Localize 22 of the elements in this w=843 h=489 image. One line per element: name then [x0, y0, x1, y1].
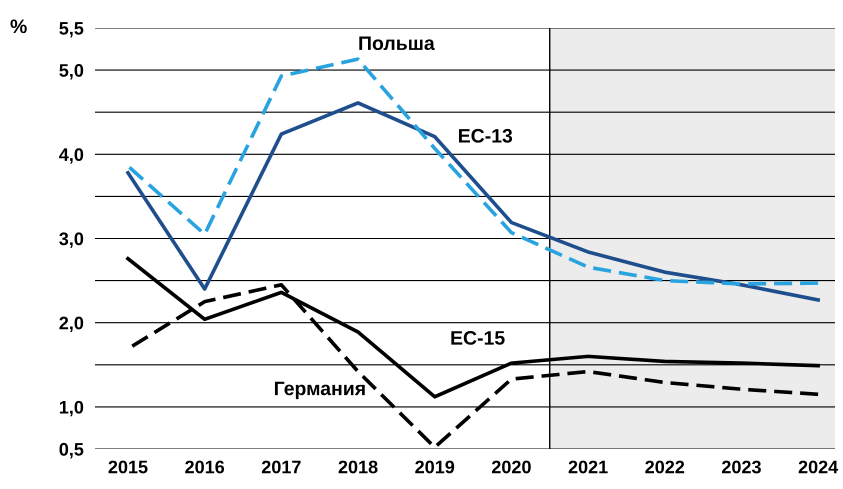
- y-tick-label: 2,0: [59, 316, 84, 332]
- y-axis-title: %: [10, 20, 27, 34]
- y-tick-label: 5,0: [59, 64, 84, 80]
- y-tick-label: 1,0: [60, 400, 84, 416]
- series-label: Германия: [274, 382, 365, 400]
- y-tick-label: 5,5: [59, 22, 84, 38]
- series-label: ЕС-15: [451, 330, 505, 345]
- x-tick-label: 2019: [415, 460, 454, 474]
- series-label: Польша: [359, 36, 435, 50]
- y-tick-label: 0,5: [60, 442, 84, 458]
- x-tick-label: 2022: [645, 460, 684, 474]
- x-tick-label: 2018: [338, 460, 378, 474]
- x-tick-label: 2020: [492, 460, 531, 474]
- y-tick-label: 3,0: [59, 232, 84, 248]
- x-tick-label: 2017: [262, 460, 301, 474]
- series-label: ЕС-13: [459, 128, 512, 143]
- x-tick-label: 2023: [722, 460, 761, 474]
- y-tick-label: 4,0: [59, 148, 84, 164]
- x-tick-label: 2015: [108, 460, 148, 474]
- x-tick-label: 2024: [798, 460, 838, 474]
- x-tick-label: 2016: [185, 460, 224, 474]
- x-tick-label: 2021: [568, 460, 608, 474]
